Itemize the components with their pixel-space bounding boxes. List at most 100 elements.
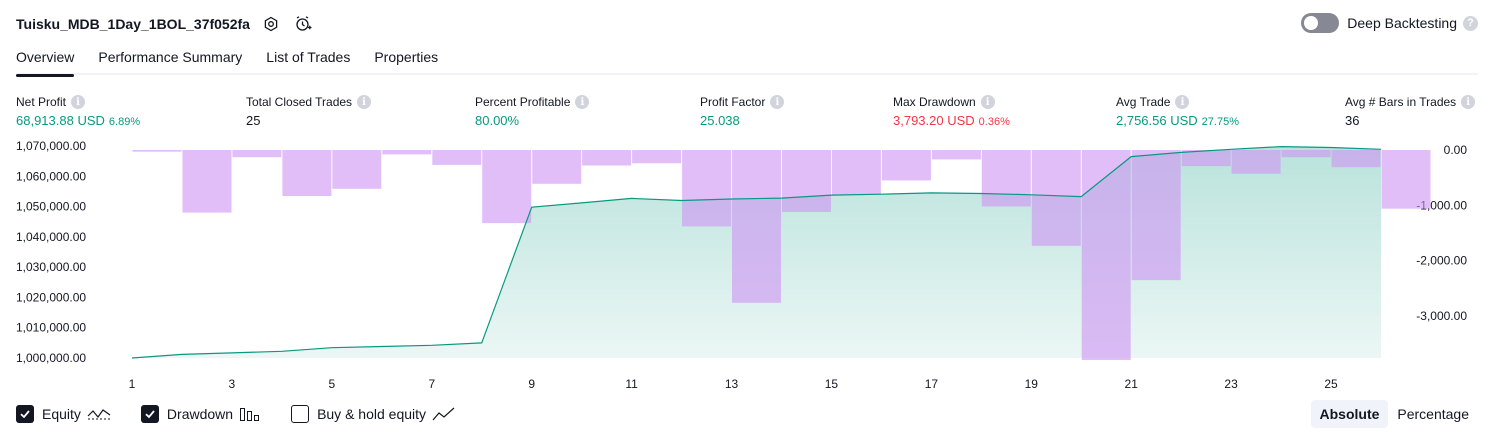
drawdown-bar[interactable]: [332, 150, 382, 189]
drawdown-bar[interactable]: [532, 150, 582, 184]
left-axis-tick-label: 1,000,000.00: [16, 351, 86, 365]
drawdown-bar[interactable]: [132, 150, 182, 152]
tab-bar: Overview Performance Summary List of Tra…: [16, 45, 1478, 77]
info-icon[interactable]: i: [575, 95, 590, 109]
x-axis-tick-label: 13: [725, 377, 739, 391]
drawdown-bar[interactable]: [632, 150, 682, 164]
tab-performance-summary[interactable]: Performance Summary: [98, 49, 243, 65]
chart-legend: Equity Drawdown Buy & hold equity: [16, 403, 486, 425]
drawdown-bar[interactable]: [182, 150, 232, 213]
info-icon[interactable]: i: [71, 95, 86, 109]
left-axis-tick-label: 1,070,000.00: [16, 139, 86, 153]
left-axis-tick-label: 1,060,000.00: [16, 169, 86, 183]
metric-profit-factor: Profit Factor i 25.038: [700, 94, 785, 128]
drawdown-bar[interactable]: [1131, 150, 1181, 281]
right-axis-tick-label: 0.00: [1444, 143, 1468, 157]
metric-percent: 6.89%: [108, 116, 141, 128]
legend-buy-hold[interactable]: Buy & hold equity: [291, 405, 456, 423]
equity-line: [131, 145, 1382, 359]
metric-total-closed-trades: Total Closed Trades i 25: [246, 94, 372, 128]
drawdown-bar[interactable]: [831, 150, 881, 195]
deep-backtesting-toggle[interactable]: [1301, 13, 1340, 33]
drawdown-bar[interactable]: [981, 150, 1031, 207]
left-axis-tick-label: 1,010,000.00: [16, 321, 86, 335]
drawdown-bar[interactable]: [881, 150, 931, 181]
metric-value: 25: [246, 113, 261, 128]
metric-max-drawdown: Max Drawdown i 3,793.20 USD 0.36%: [893, 94, 1010, 128]
left-axis-tick-label: 1,020,000.00: [16, 290, 86, 304]
right-axis-tick-label: -2,000.00: [1416, 254, 1467, 268]
drawdown-bar[interactable]: [582, 150, 632, 166]
x-axis-tick-label: 7: [428, 377, 435, 391]
drawdown-bar[interactable]: [931, 150, 981, 160]
metric-value: 36: [1345, 113, 1360, 128]
help-icon[interactable]: ?: [1463, 15, 1478, 31]
metric-percent: 27.75%: [1201, 116, 1239, 128]
left-axis-tick-label: 1,040,000.00: [16, 230, 86, 244]
x-axis-tick-label: 25: [1324, 377, 1338, 391]
drawdown-bar[interactable]: [232, 150, 282, 158]
metric-avg-bars-in-trades: Avg # Bars in Trades i 36: [1345, 94, 1476, 128]
metric-label: Total Closed Trades: [246, 95, 353, 109]
buy-hold-line-icon: [432, 406, 456, 422]
metric-value: 80.00%: [475, 113, 520, 128]
add-alert-icon[interactable]: [292, 13, 314, 35]
equity-checkbox[interactable]: [16, 405, 34, 423]
equity-drawdown-chart[interactable]: 1,070,000.00 1,060,000.00 1,050,000.00 1,04…: [0, 130, 1494, 398]
drawdown-bar[interactable]: [1281, 150, 1331, 158]
info-icon[interactable]: i: [770, 95, 785, 109]
x-axis-tick-label: 1: [129, 377, 136, 391]
drawdown-bar[interactable]: [1231, 150, 1281, 174]
metric-label: Net Profit: [16, 95, 67, 109]
drawdown-bar[interactable]: [1331, 150, 1381, 168]
drawdown-bar[interactable]: [1181, 150, 1231, 167]
drawdown-bar[interactable]: [1381, 150, 1431, 209]
x-axis-tick-label: 11: [625, 377, 638, 391]
drawdown-bar[interactable]: [282, 150, 332, 196]
tab-list-of-trades[interactable]: List of Trades: [266, 49, 351, 65]
metric-label: Avg # Bars in Trades: [1345, 95, 1457, 109]
x-axis-tick-label: 21: [1125, 377, 1139, 391]
x-axis-tick-label: 23: [1224, 377, 1238, 391]
left-axis-tick-label: 1,030,000.00: [16, 260, 86, 274]
x-axis-tick-label: 17: [925, 377, 939, 391]
deep-backtesting-label: Deep Backtesting: [1347, 15, 1457, 31]
legend-label: Drawdown: [166, 406, 234, 422]
metric-label: Avg Trade: [1116, 95, 1171, 109]
buy-hold-checkbox[interactable]: [291, 405, 310, 423]
drawdown-checkbox[interactable]: [140, 405, 159, 423]
drawdown-bar[interactable]: [782, 150, 831, 212]
metric-value: 25.038: [700, 113, 740, 128]
legend-equity[interactable]: Equity: [16, 405, 111, 423]
drawdown-bar[interactable]: [382, 150, 432, 155]
info-icon[interactable]: i: [1461, 95, 1476, 109]
mode-percentage[interactable]: Percentage: [1397, 406, 1469, 422]
metric-percent-profitable: Percent Profitable i 80.00%: [475, 94, 590, 128]
metric-label: Max Drawdown: [893, 95, 976, 109]
metric-value: 3,793.20 USD: [893, 113, 975, 128]
tab-properties[interactable]: Properties: [374, 49, 439, 65]
drawdown-bar[interactable]: [1031, 150, 1081, 246]
drawdown-bar[interactable]: [1081, 150, 1131, 360]
x-axis-tick-label: 9: [528, 377, 535, 391]
tab-overview[interactable]: Overview: [16, 45, 75, 77]
legend-drawdown[interactable]: Drawdown: [140, 405, 261, 423]
strategy-header: Tuisku_MDB_1Day_1BOL_37f052fa: [16, 12, 314, 36]
metric-avg-trade: Avg Trade i 2,756.56 USD 27.75%: [1116, 94, 1239, 128]
metric-net-profit: Net Profit i 68,913.88 USD 6.89%: [16, 94, 140, 128]
x-axis-tick-label: 15: [825, 377, 839, 391]
info-icon[interactable]: i: [1175, 95, 1190, 109]
legend-label: Buy & hold equity: [317, 406, 427, 422]
settings-icon[interactable]: [260, 13, 282, 35]
drawdown-bar[interactable]: [482, 150, 532, 224]
mode-absolute[interactable]: Absolute: [1310, 400, 1389, 428]
metric-value: 2,756.56 USD: [1116, 113, 1198, 128]
info-icon[interactable]: i: [357, 95, 372, 109]
drawdown-bar[interactable]: [732, 150, 781, 303]
drawdown-bar[interactable]: [432, 150, 482, 165]
info-icon[interactable]: i: [980, 95, 995, 109]
x-axis-tick-label: 5: [328, 377, 335, 391]
drawdown-bar[interactable]: [682, 150, 732, 227]
deep-backtesting: Deep Backtesting ?: [1301, 13, 1478, 33]
x-axis-tick-label: 3: [229, 377, 236, 391]
